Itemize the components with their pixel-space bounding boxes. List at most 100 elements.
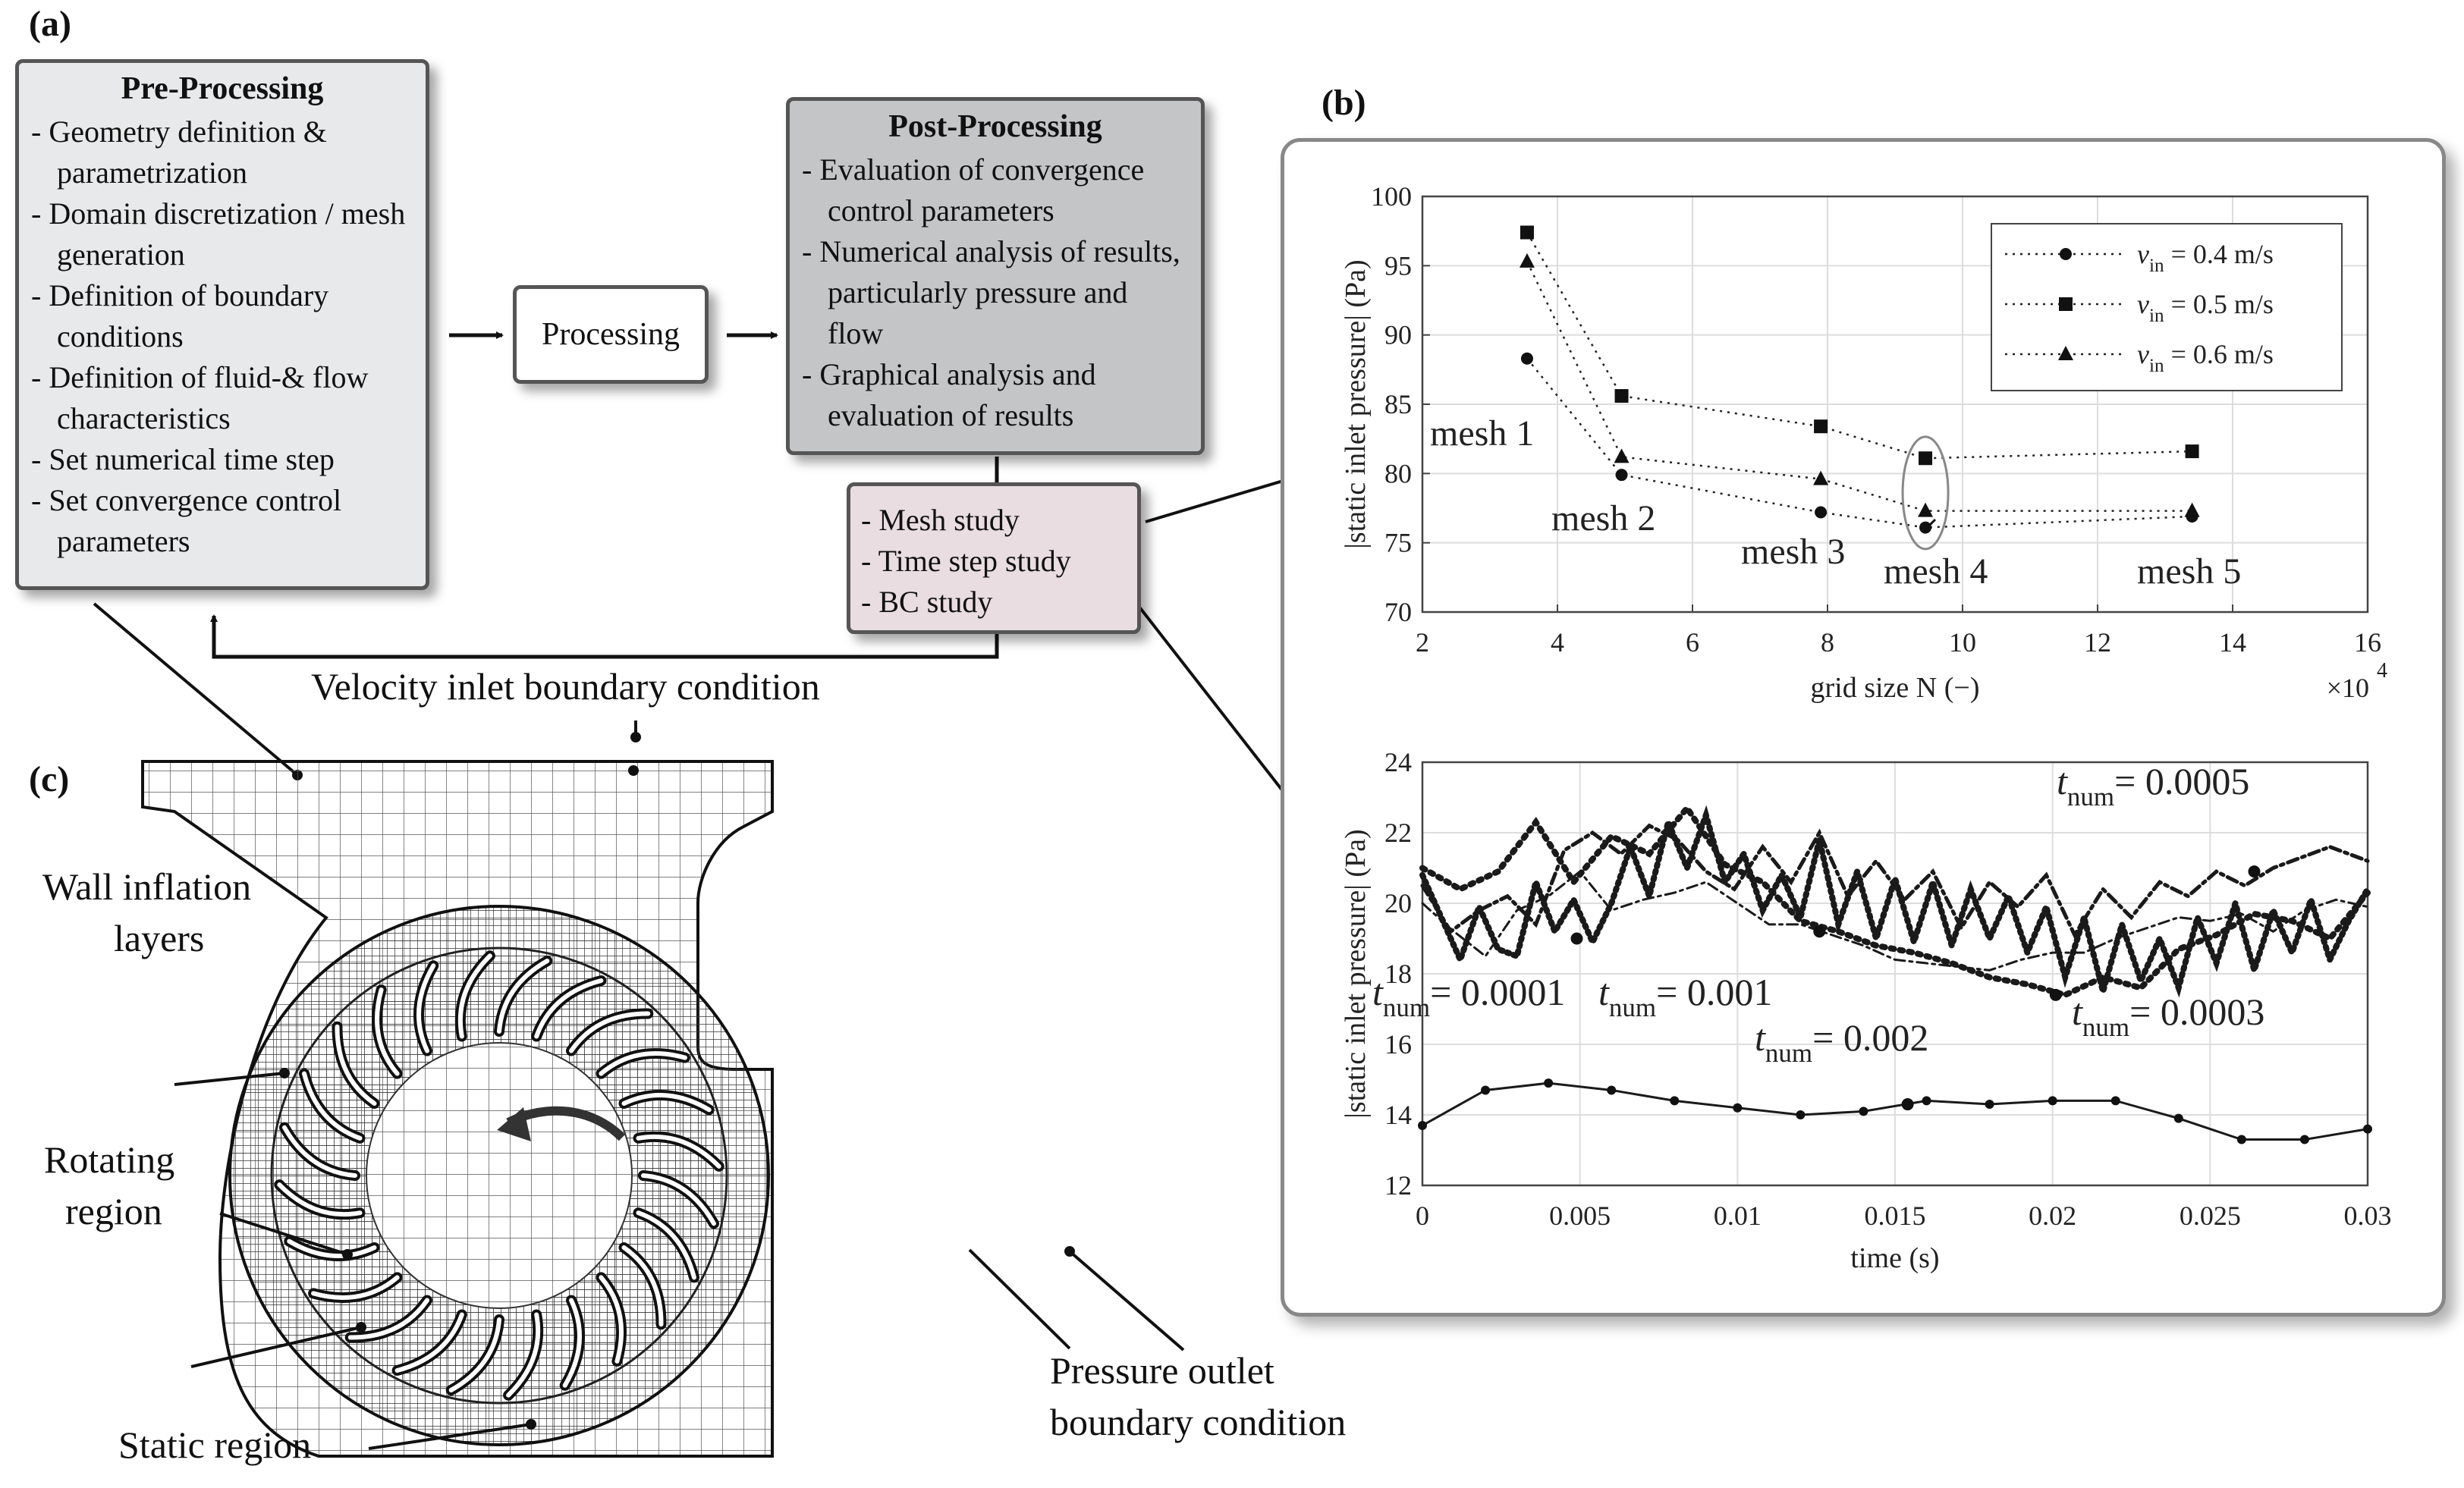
- pre-processing-box: Pre-Processing Geometry definition & par…: [15, 59, 429, 590]
- x-tick-label: 14: [2219, 627, 2246, 658]
- impeller-blade-highlight: [497, 959, 550, 1034]
- pre-item: Set numerical time step: [31, 439, 413, 480]
- series-2: [1419, 802, 2371, 999]
- pre-processing-title: Pre-Processing: [121, 71, 324, 106]
- mesh-study-chart: 2 4 6 8 10 12 14 16 70 75 80 85 90 95 100 grid size N (…: [1340, 181, 2387, 704]
- leader-time-step-study: [1126, 590, 1290, 799]
- series-line: [1419, 802, 2371, 999]
- pre-item: Set convergence control parameters: [31, 480, 413, 562]
- post-item: Numerical analysis of results, particula…: [802, 231, 1189, 354]
- y-tick-label: 22: [1384, 818, 1412, 848]
- impeller-blade-highlight: [599, 1275, 624, 1364]
- chart-panel: 2 4 6 8 10 12 14 16 70 75 80 85 90 95 100 grid size N (…: [1281, 138, 2446, 1317]
- mesh-annotation: mesh 4: [1884, 551, 1988, 592]
- y-tick-label: 14: [1384, 1100, 1412, 1130]
- x-tick-label: 2: [1416, 627, 1429, 658]
- y-tick-label: 18: [1384, 959, 1412, 989]
- processing-box: Processing: [513, 285, 709, 384]
- panel-label-c: (c): [29, 759, 70, 799]
- data-point: [2173, 1113, 2183, 1123]
- x-axis-label: grid size N (−): [1811, 672, 1980, 704]
- x-tick-label: 0.02: [2029, 1201, 2076, 1231]
- impeller-blade-highlight: [621, 1245, 664, 1327]
- pressure-outlet-label-2: boundary condition: [1050, 1401, 1347, 1443]
- legend-label: vin = 0.6 m/s: [2137, 339, 2274, 376]
- impeller-blade-highlight: [375, 987, 400, 1076]
- data-point: [2184, 502, 2200, 517]
- impeller-blade-highlight: [287, 1238, 377, 1259]
- post-processing-title: Post-Processing: [888, 109, 1102, 144]
- pressure-outlet-label-1: Pressure outlet: [1050, 1349, 1274, 1392]
- study-item: Time step study: [861, 541, 1127, 582]
- data-point: [1607, 1085, 1617, 1095]
- static-region-label: Static region: [118, 1424, 312, 1466]
- pre-item: Definition of fluid-& flow characteristi…: [31, 357, 413, 439]
- legend-marker: [2060, 248, 2072, 260]
- pressure-outlet-leader-2: [1064, 1246, 1185, 1351]
- mesh4-highlight: [1901, 435, 1950, 551]
- series-label: tnum= 0.0001: [1372, 971, 1565, 1022]
- impeller-blade-highlight: [347, 1298, 429, 1340]
- y-tick-label: 95: [1384, 250, 1412, 281]
- panel-label-b: (b): [1322, 83, 1366, 123]
- y-tick-label: 90: [1384, 320, 1412, 350]
- impeller-blade-highlight: [599, 1051, 687, 1076]
- velocity-inlet-marker: [630, 720, 641, 742]
- rotating-region-inner: [366, 1042, 633, 1309]
- data-point: [2048, 1096, 2057, 1106]
- impeller-blade-highlight: [636, 1210, 696, 1280]
- panel-label-a: (a): [29, 4, 71, 44]
- series-line: [1419, 805, 2371, 1003]
- y-tick-label: 16: [1384, 1029, 1412, 1059]
- post-item: Evaluation of convergence control parame…: [802, 149, 1189, 231]
- data-point: [1918, 502, 1934, 517]
- x-tick-label: 8: [1821, 627, 1834, 658]
- rotating-region-label-1: Rotating: [44, 1138, 175, 1181]
- x-tick-label: 0.025: [2180, 1201, 2241, 1231]
- legend-box: [1991, 223, 2343, 391]
- impeller-blade-highlight: [416, 963, 436, 1053]
- plot-frame: [1421, 761, 2369, 1187]
- leader-mesh-study: [1145, 478, 1289, 523]
- series-label: tnum= 0.002: [1755, 1016, 1928, 1068]
- impeller-blade-highlight: [448, 1317, 501, 1392]
- processing-label: Processing: [542, 317, 680, 352]
- impeller-blade-highlight: [562, 1298, 583, 1388]
- legend-marker: [2058, 346, 2073, 360]
- study-item: BC study: [861, 582, 1127, 623]
- y-tick-label: 24: [1384, 747, 1412, 777]
- x-tick-label: 0.01: [1714, 1201, 1762, 1231]
- data-point: [1670, 1096, 1680, 1106]
- impeller-blades: [274, 950, 724, 1401]
- data-point: [1919, 451, 1933, 466]
- impeller-blade-highlight: [641, 1173, 716, 1226]
- x-tick-label: 0.015: [1865, 1201, 1926, 1231]
- post-processing-box: Post-Processing Evaluation of convergenc…: [786, 97, 1205, 455]
- data-point: [2236, 1135, 2246, 1144]
- data-point: [1418, 1120, 1427, 1130]
- x-tick-label: 0: [1416, 1201, 1429, 1231]
- y-tick-label: 100: [1371, 181, 1412, 212]
- impeller-blade-highlight: [457, 953, 492, 1039]
- mesh-annotation: mesh 2: [1551, 498, 1655, 538]
- study-item: Mesh study: [861, 500, 1127, 541]
- rotating-region-label-2: region: [65, 1190, 162, 1232]
- mesh4-leader-dot: [1922, 524, 1931, 533]
- mesh-annotation: mesh 3: [1741, 532, 1845, 572]
- series-line: [1421, 1081, 2369, 1141]
- label-pointer: [2248, 865, 2261, 878]
- mesh-illustration: [141, 760, 857, 1458]
- series-label: tnum= 0.001: [1598, 971, 1772, 1022]
- legend: vin = 0.4 m/s vin = 0.5 m/s vin = 0.6 m/s: [1991, 223, 2343, 391]
- x-tick-label: 16: [2354, 627, 2381, 658]
- y-axis-label: |static inlet pressure| (Pa): [1340, 259, 1372, 548]
- x-tick-label: 12: [2084, 627, 2111, 658]
- data-point: [1520, 225, 1534, 240]
- data-point: [1520, 352, 1533, 365]
- impeller-blade-highlight: [335, 1024, 377, 1106]
- series-0: [1418, 1078, 2372, 1144]
- pressure-outlet-leader: [968, 1248, 1071, 1350]
- label-pointer: [1901, 1098, 1914, 1111]
- series-1: [1520, 225, 2199, 466]
- legend-label: vin = 0.4 m/s: [2137, 239, 2274, 276]
